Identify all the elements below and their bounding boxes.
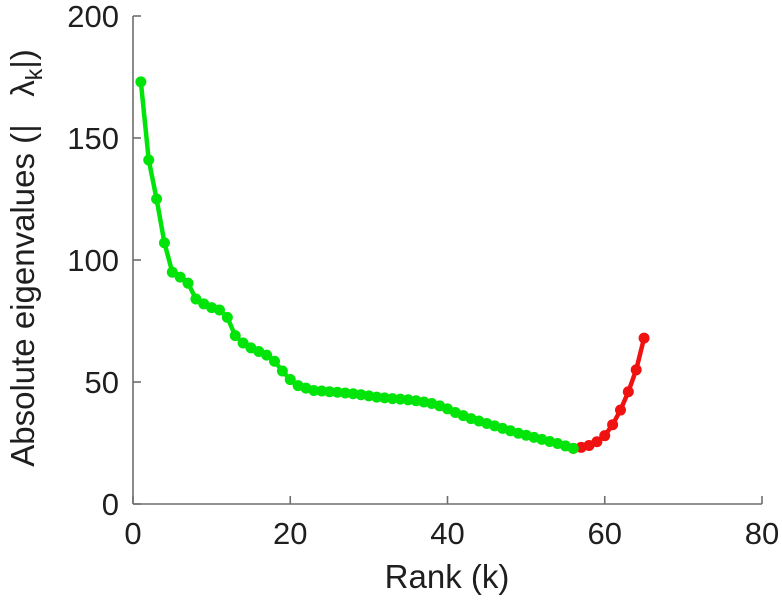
y-axis-label-prefix: Absolute eigenvalues (| [4,97,41,467]
data-point-descending-spectrum [174,271,186,283]
data-point-descending-spectrum [221,311,233,323]
data-point-descending-spectrum [143,154,155,166]
data-point-ascending-tail [638,332,650,344]
data-point-ascending-tail [591,436,603,448]
data-point-descending-spectrum [151,193,163,205]
data-point-descending-spectrum [308,385,320,397]
data-point-descending-spectrum [567,442,579,454]
data-point-descending-spectrum [237,337,249,349]
data-point-descending-spectrum [213,304,225,316]
x-tick-label: 60 [588,516,622,551]
data-point-descending-spectrum [269,355,281,367]
data-point-descending-spectrum [324,386,336,398]
data-point-descending-spectrum [135,76,147,88]
data-point-descending-spectrum [386,393,398,405]
data-point-ascending-tail [630,364,642,376]
y-axis-label: Absolute eigenvalues (| λk|) [4,49,47,467]
data-point-descending-spectrum [190,293,202,305]
y-tick-label: 0 [102,487,119,522]
data-point-ascending-tail [622,386,634,398]
x-tick-label: 40 [430,516,464,551]
plot-area: 0 20 40 60 80 0 50 100 150 200 [67,0,779,551]
data-point-ascending-tail [607,419,619,431]
data-point-descending-spectrum [229,330,241,342]
lambda-symbol: λ [4,80,41,97]
y-tick-label: 150 [67,121,119,156]
data-point-ascending-tail [599,430,611,442]
x-tick-label: 80 [745,516,779,551]
y-axis-label-suffix: |) [4,49,41,69]
y-tick-label: 50 [85,365,119,400]
data-point-descending-spectrum [284,374,296,386]
data-point-ascending-tail [614,404,626,416]
data-point-descending-spectrum [166,266,178,278]
x-tick-label: 20 [273,516,307,551]
x-tick-label: 0 [124,516,141,551]
x-axis-label: Rank (k) [385,558,510,595]
y-tick-label: 200 [67,0,119,34]
lambda-subscript: k [21,68,47,80]
data-point-descending-spectrum [158,237,170,249]
y-tick-label: 100 [67,243,119,278]
data-point-descending-spectrum [182,277,194,289]
data-point-descending-spectrum [261,349,273,361]
data-point-descending-spectrum [276,365,288,377]
